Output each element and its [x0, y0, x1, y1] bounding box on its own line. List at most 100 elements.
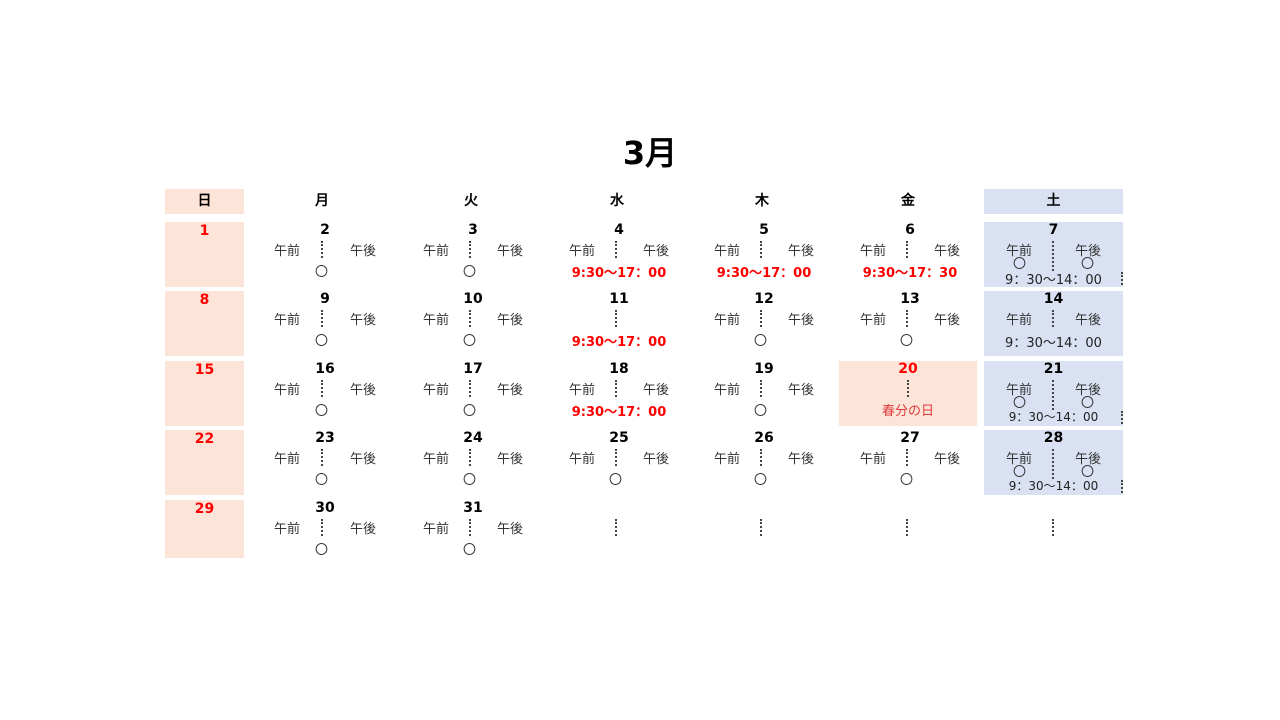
day-cell-20: 20 春分の日 — [839, 361, 977, 426]
day-cell-27: 27 午前 午後 〇 — [860, 430, 960, 495]
am-pm-divider — [321, 519, 323, 536]
opening-hours: 9:30〜17：00 — [571, 266, 667, 281]
day-number: 13 — [900, 291, 920, 307]
pm-label: 午後 — [933, 452, 960, 467]
opening-hours: 9:30〜17：00 — [716, 266, 812, 281]
am-label: 午前 — [1006, 383, 1033, 398]
pm-label: 午後 — [496, 383, 523, 398]
am-pm-divider — [1052, 380, 1054, 410]
opening-hours: 9:30〜17：00 — [571, 405, 667, 420]
opening-hours: 9:30〜17：30 — [862, 266, 958, 281]
am-pm-divider — [321, 380, 323, 397]
opening-hours: 9:30〜17：00 — [571, 335, 667, 350]
am-pm-divider — [760, 449, 762, 466]
day-number: 18 — [609, 361, 629, 377]
pm-label: 午後 — [787, 452, 814, 467]
empty-cell — [864, 500, 956, 565]
pm-label: 午後 — [642, 452, 669, 467]
am-pm-divider — [615, 449, 617, 466]
day-number: 16 — [315, 361, 335, 377]
am-pm-divider — [906, 241, 908, 258]
am-label: 午前 — [1006, 313, 1033, 328]
am-pm-divider — [760, 241, 762, 258]
am-pm-divider — [1052, 310, 1054, 327]
page-title: 3月 — [622, 134, 678, 172]
am-label: 午前 — [274, 383, 301, 398]
pm-label: 午後 — [349, 244, 376, 259]
day-number: 9 — [320, 291, 330, 307]
day-number: 21 — [1043, 361, 1064, 377]
day-cell-28: 28 午前 午後 〇 〇 9：30〜14：00 — [984, 430, 1123, 495]
day-number: 29 — [194, 501, 215, 517]
am-label: 午前 — [1006, 452, 1033, 467]
pm-label: 午後 — [1075, 244, 1102, 259]
open-mark: 〇 — [315, 334, 329, 349]
am-label: 午前 — [569, 452, 596, 467]
day-cell-24: 24 午前 午後 〇 — [423, 430, 523, 495]
day-number: 10 — [463, 291, 483, 307]
open-mark: 〇 — [463, 404, 477, 419]
header-wednesday: 水 — [610, 193, 624, 209]
open-mark: 〇 — [463, 265, 477, 280]
am-label: 午前 — [714, 452, 741, 467]
am-pm-divider — [907, 380, 909, 397]
day-number: 15 — [194, 362, 215, 378]
empty-cell — [573, 500, 665, 565]
day-number: 4 — [614, 222, 624, 238]
am-label: 午前 — [860, 244, 887, 259]
pm-label: 午後 — [496, 244, 523, 259]
day-number: 23 — [315, 430, 335, 446]
day-cell-3: 3 午前 午後 〇 — [423, 222, 523, 287]
am-label: 午前 — [423, 383, 450, 398]
empty-cell — [984, 500, 1123, 565]
holiday-label: 春分の日 — [881, 404, 934, 419]
am-pm-divider — [469, 519, 471, 536]
day-cell-22: 22 — [165, 430, 244, 495]
day-cell-13: 13 午前 午後 〇 — [860, 291, 960, 356]
am-label: 午前 — [423, 522, 450, 537]
am-pm-divider — [1052, 449, 1054, 479]
am-pm-divider — [615, 519, 617, 536]
day-number: 17 — [463, 361, 483, 377]
am-label: 午前 — [860, 452, 887, 467]
am-pm-divider — [469, 310, 471, 327]
am-pm-divider — [760, 310, 762, 327]
am-pm-divider — [906, 449, 908, 466]
am-label: 午前 — [274, 452, 301, 467]
open-mark: 〇 — [463, 334, 477, 349]
day-number: 1 — [199, 223, 210, 239]
day-cell-12: 12 午前 午後 〇 — [714, 291, 814, 356]
am-pm-divider — [321, 241, 323, 258]
pm-open-mark: 〇 — [1081, 465, 1095, 480]
day-cell-11: 11 9:30〜17：00 — [572, 291, 667, 356]
day-number: 12 — [754, 291, 774, 307]
am-open-mark: 〇 — [1013, 465, 1027, 480]
day-cell-15: 15 — [165, 361, 244, 426]
day-cell-29: 29 — [165, 500, 244, 558]
am-pm-divider — [760, 380, 762, 397]
am-label: 午前 — [714, 244, 741, 259]
am-label: 午前 — [569, 244, 596, 259]
day-cell-23: 23 午前 午後 〇 — [274, 430, 376, 495]
day-cell-16: 16 午前 午後 〇 — [274, 361, 376, 426]
am-pm-divider — [469, 380, 471, 397]
pm-label: 午後 — [933, 244, 960, 259]
day-number: 6 — [905, 222, 915, 238]
day-number: 11 — [609, 291, 629, 307]
am-label: 午前 — [274, 522, 301, 537]
day-number: 24 — [463, 430, 483, 446]
open-mark: 〇 — [463, 473, 477, 488]
day-cell-4: 4 午前 午後 9:30〜17：00 — [569, 222, 669, 287]
day-cell-6: 6 午前 午後 9:30〜17：30 — [860, 222, 960, 287]
am-label: 午前 — [1006, 244, 1033, 259]
am-pm-divider — [469, 241, 471, 258]
pm-label: 午後 — [933, 313, 960, 328]
am-label: 午前 — [274, 244, 301, 259]
am-pm-divider — [906, 519, 908, 536]
open-mark: 〇 — [315, 265, 329, 280]
open-mark: 〇 — [463, 543, 477, 558]
am-pm-divider — [906, 310, 908, 327]
am-label: 午前 — [423, 313, 450, 328]
header-tuesday: 火 — [464, 193, 478, 209]
day-cell-5: 5 午前 午後 9:30〜17：00 — [714, 222, 814, 287]
